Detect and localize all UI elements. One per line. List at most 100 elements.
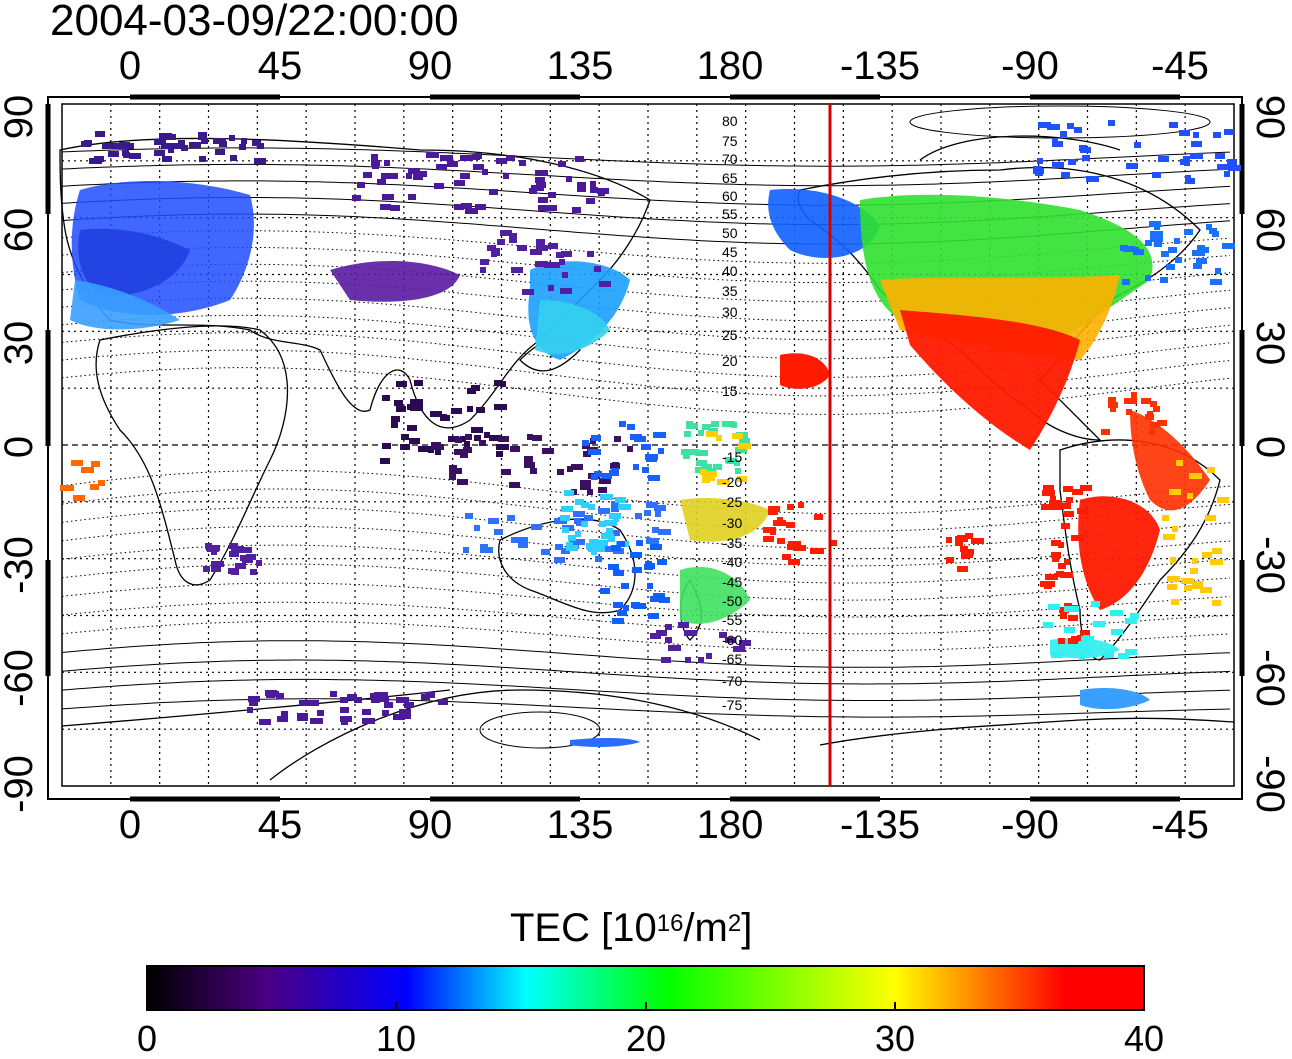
tec-pixel bbox=[1176, 460, 1183, 466]
tec-pixel bbox=[668, 645, 681, 651]
tec-pixel bbox=[658, 448, 664, 454]
tec-pixel bbox=[310, 718, 323, 724]
tec-pixel bbox=[538, 205, 547, 211]
tec-pixel bbox=[568, 535, 576, 541]
tec-pixel bbox=[595, 556, 602, 562]
tec-pixel bbox=[558, 161, 566, 167]
tec-pixel bbox=[239, 144, 246, 150]
tec-pixel bbox=[1192, 583, 1203, 589]
tec-pixel bbox=[382, 443, 391, 449]
tec-pixel bbox=[615, 497, 626, 503]
tec-pixel bbox=[98, 480, 105, 486]
tec-pixel bbox=[1125, 649, 1137, 655]
tec-pixel bbox=[494, 529, 503, 535]
tec-pixel bbox=[560, 515, 570, 521]
tec-pixel bbox=[1150, 236, 1163, 242]
tec-pixel bbox=[653, 432, 666, 438]
tec-pixel bbox=[1120, 245, 1128, 251]
tec-pixel bbox=[594, 266, 601, 272]
tec-pixel bbox=[530, 468, 537, 474]
tec-pixel bbox=[407, 425, 417, 431]
contour-line bbox=[61, 263, 1231, 303]
tec-pixel bbox=[259, 719, 271, 725]
tec-pixel bbox=[787, 504, 794, 510]
tec-pixel bbox=[249, 700, 258, 706]
tec-pixel bbox=[1217, 497, 1229, 503]
tec-pixel bbox=[1184, 585, 1192, 591]
tec-pixel bbox=[463, 547, 469, 553]
tec-pixel bbox=[1187, 493, 1193, 499]
contour-label: 30 bbox=[722, 304, 738, 320]
contour-label: -40 bbox=[722, 554, 742, 570]
tec-pixel bbox=[536, 182, 546, 188]
contour-label: -35 bbox=[722, 535, 742, 551]
tec-pixel bbox=[608, 564, 619, 570]
tec-pixel bbox=[618, 504, 631, 510]
tec-pixel bbox=[601, 533, 614, 539]
tec-pixel bbox=[1162, 515, 1169, 521]
tec-pixel bbox=[594, 471, 602, 477]
tec-pixel bbox=[1051, 540, 1061, 546]
tec-pixel bbox=[706, 653, 712, 659]
tec-pixel bbox=[252, 140, 261, 146]
tec-pixel bbox=[650, 544, 662, 550]
tec-pixel bbox=[440, 155, 453, 161]
tec-pixel bbox=[399, 713, 411, 719]
tec-pixel bbox=[725, 457, 732, 463]
tec-pixel bbox=[1042, 490, 1055, 496]
tec-pixel bbox=[652, 527, 659, 533]
tec-pixel bbox=[208, 545, 220, 551]
tec-pixel bbox=[1158, 156, 1169, 162]
tec-pixel bbox=[735, 468, 741, 474]
tec-pixel bbox=[681, 449, 693, 455]
contour-line bbox=[61, 230, 1231, 264]
tec-pixel bbox=[646, 456, 657, 462]
tec-pixel bbox=[566, 176, 572, 182]
tec-pixel bbox=[484, 432, 490, 438]
tec-pixel bbox=[1060, 613, 1067, 619]
tec-pixel bbox=[494, 404, 507, 410]
tec-pixel bbox=[1108, 402, 1118, 408]
tec-pixel bbox=[500, 381, 506, 387]
tec-pixel bbox=[396, 381, 407, 387]
tec-pixel bbox=[613, 570, 624, 576]
tec-pixel bbox=[735, 447, 747, 453]
tec-pixel bbox=[362, 709, 371, 715]
tec-pixel bbox=[341, 719, 348, 725]
tec-pixel bbox=[1110, 610, 1123, 616]
tec-pixel bbox=[518, 542, 528, 548]
tec-pixel bbox=[154, 139, 166, 145]
tec-pixel bbox=[580, 484, 591, 490]
tec-pixel bbox=[627, 424, 635, 430]
tec-pixel bbox=[1080, 630, 1090, 636]
tec-pixel bbox=[463, 447, 472, 453]
tec-pixel bbox=[556, 252, 564, 258]
tec-pixel bbox=[1080, 485, 1092, 491]
tec-pixel bbox=[94, 158, 101, 164]
tec-pixel bbox=[1213, 132, 1221, 138]
tec-pixel bbox=[561, 251, 572, 257]
lon-tick-bottom: 0 bbox=[118, 803, 142, 847]
tec-pixel bbox=[763, 536, 774, 542]
tec-pixel bbox=[399, 709, 411, 715]
tec-pixel bbox=[583, 451, 591, 457]
tec-pixel bbox=[576, 539, 585, 545]
tec-pixel bbox=[509, 482, 520, 488]
colorbar-tick-marks bbox=[146, 1002, 1145, 1010]
tec-pixel bbox=[460, 436, 466, 442]
tec-pixel bbox=[536, 245, 548, 251]
tec-pixel bbox=[494, 380, 502, 386]
tec-pixel bbox=[1150, 401, 1157, 407]
tec-pixel bbox=[598, 540, 608, 546]
contour-line bbox=[61, 601, 1231, 635]
tec-pixel bbox=[380, 204, 391, 210]
tec-pixel bbox=[1079, 653, 1085, 659]
tec-pixel bbox=[631, 602, 640, 608]
tec-pixel bbox=[566, 545, 578, 551]
tec-pixel bbox=[211, 566, 221, 572]
tec-pixel bbox=[509, 237, 517, 243]
tec-pixel bbox=[632, 567, 642, 573]
tec-pixel bbox=[1170, 557, 1176, 563]
tec-pixel bbox=[199, 156, 206, 162]
frame-ticks bbox=[45, 94, 1245, 802]
